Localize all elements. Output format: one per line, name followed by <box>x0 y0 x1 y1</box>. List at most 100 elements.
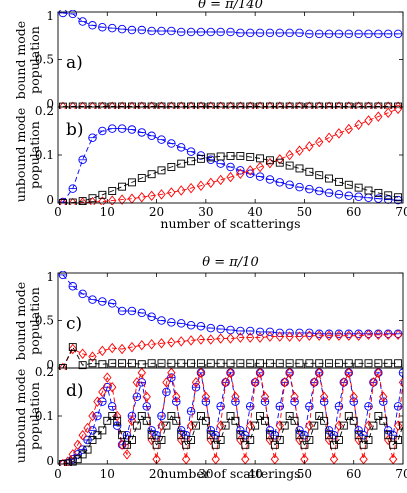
data-point <box>78 429 87 441</box>
data-point <box>315 330 324 341</box>
data-point <box>270 440 279 449</box>
data-point <box>78 101 87 109</box>
x-tick-label: 20 <box>149 467 164 481</box>
data-point <box>256 359 265 368</box>
data-point <box>88 351 97 362</box>
data-point <box>68 197 77 205</box>
data-point <box>265 431 274 440</box>
data-point <box>325 431 334 440</box>
series-2 <box>58 329 403 370</box>
y-tick-label: 0 <box>46 358 54 372</box>
data-point <box>68 198 77 205</box>
data-point <box>275 331 284 342</box>
panel-label: c) <box>66 314 82 334</box>
data-point <box>393 101 403 109</box>
data-point <box>334 177 343 186</box>
data-point <box>118 359 127 368</box>
data-point <box>280 421 289 430</box>
data-point <box>167 412 176 420</box>
data-point <box>221 421 230 430</box>
data-point <box>285 359 294 368</box>
data-point <box>344 367 353 379</box>
data-point <box>236 332 245 343</box>
y-axis-label: bound mode population <box>13 21 42 99</box>
data-point <box>73 455 82 464</box>
data-point <box>394 436 403 444</box>
data-point <box>103 372 112 383</box>
data-point <box>246 102 255 109</box>
data-point <box>379 391 388 403</box>
data-point <box>123 440 131 449</box>
data-point <box>196 101 206 109</box>
data-point <box>88 194 97 203</box>
data-point <box>334 330 344 341</box>
data-point <box>285 102 294 109</box>
data-point <box>280 377 289 388</box>
data-point <box>369 421 378 430</box>
panel-2: 0 0.1 0.2 0 10 20 30 40 50 60 70 b) number of scatte… <box>13 104 407 231</box>
x-axis-label: number of scatterings <box>160 466 300 481</box>
data-point <box>384 329 393 340</box>
data-point <box>167 367 176 379</box>
data-point <box>256 102 265 109</box>
y-axis-label-line2: population <box>27 287 42 355</box>
data-point <box>157 102 166 109</box>
data-point <box>98 345 107 357</box>
data-point <box>157 189 166 200</box>
data-point <box>186 101 196 109</box>
x-tick-label: 30 <box>198 205 213 219</box>
data-point <box>364 101 373 109</box>
data-point <box>374 102 383 109</box>
y-axis-label-line2: population <box>27 26 42 94</box>
data-point <box>88 410 97 422</box>
data-point <box>246 332 255 343</box>
data-point <box>58 362 68 370</box>
data-point <box>137 192 146 203</box>
data-point <box>137 102 146 109</box>
data-point <box>319 391 329 403</box>
data-point <box>226 171 235 183</box>
data-point <box>256 412 265 420</box>
series-line <box>62 415 403 465</box>
data-point <box>152 440 161 449</box>
data-point <box>379 416 388 425</box>
data-point <box>117 439 127 451</box>
data-point <box>187 157 196 166</box>
data-point <box>334 101 344 109</box>
data-point <box>339 377 349 388</box>
data-point <box>177 101 186 109</box>
y-tick-label: 1 <box>46 9 54 23</box>
data-point <box>58 101 68 109</box>
data-point <box>364 115 373 126</box>
data-point <box>118 102 127 109</box>
x-tick-label: 20 <box>149 205 164 219</box>
data-point <box>374 359 383 368</box>
data-point <box>265 102 274 109</box>
data-point <box>127 415 137 427</box>
data-point <box>275 158 284 167</box>
data-point <box>226 152 235 160</box>
data-point <box>334 102 343 109</box>
data-point <box>177 359 186 368</box>
data-point <box>157 436 166 444</box>
data-point <box>58 197 68 205</box>
data-point <box>196 334 206 345</box>
data-point <box>117 101 127 109</box>
data-point <box>196 154 205 163</box>
data-point <box>344 180 353 189</box>
data-point <box>325 174 334 183</box>
data-point <box>334 359 343 368</box>
data-point <box>157 359 166 368</box>
data-point <box>142 416 151 425</box>
data-point <box>329 453 339 465</box>
data-point <box>187 359 196 368</box>
data-point <box>98 101 107 109</box>
data-point <box>339 421 348 430</box>
data-point <box>246 359 255 368</box>
data-point <box>305 436 314 444</box>
data-point <box>349 416 358 425</box>
data-point <box>399 421 403 430</box>
data-point <box>364 329 373 340</box>
data-point <box>108 102 117 109</box>
data-point <box>137 174 146 182</box>
